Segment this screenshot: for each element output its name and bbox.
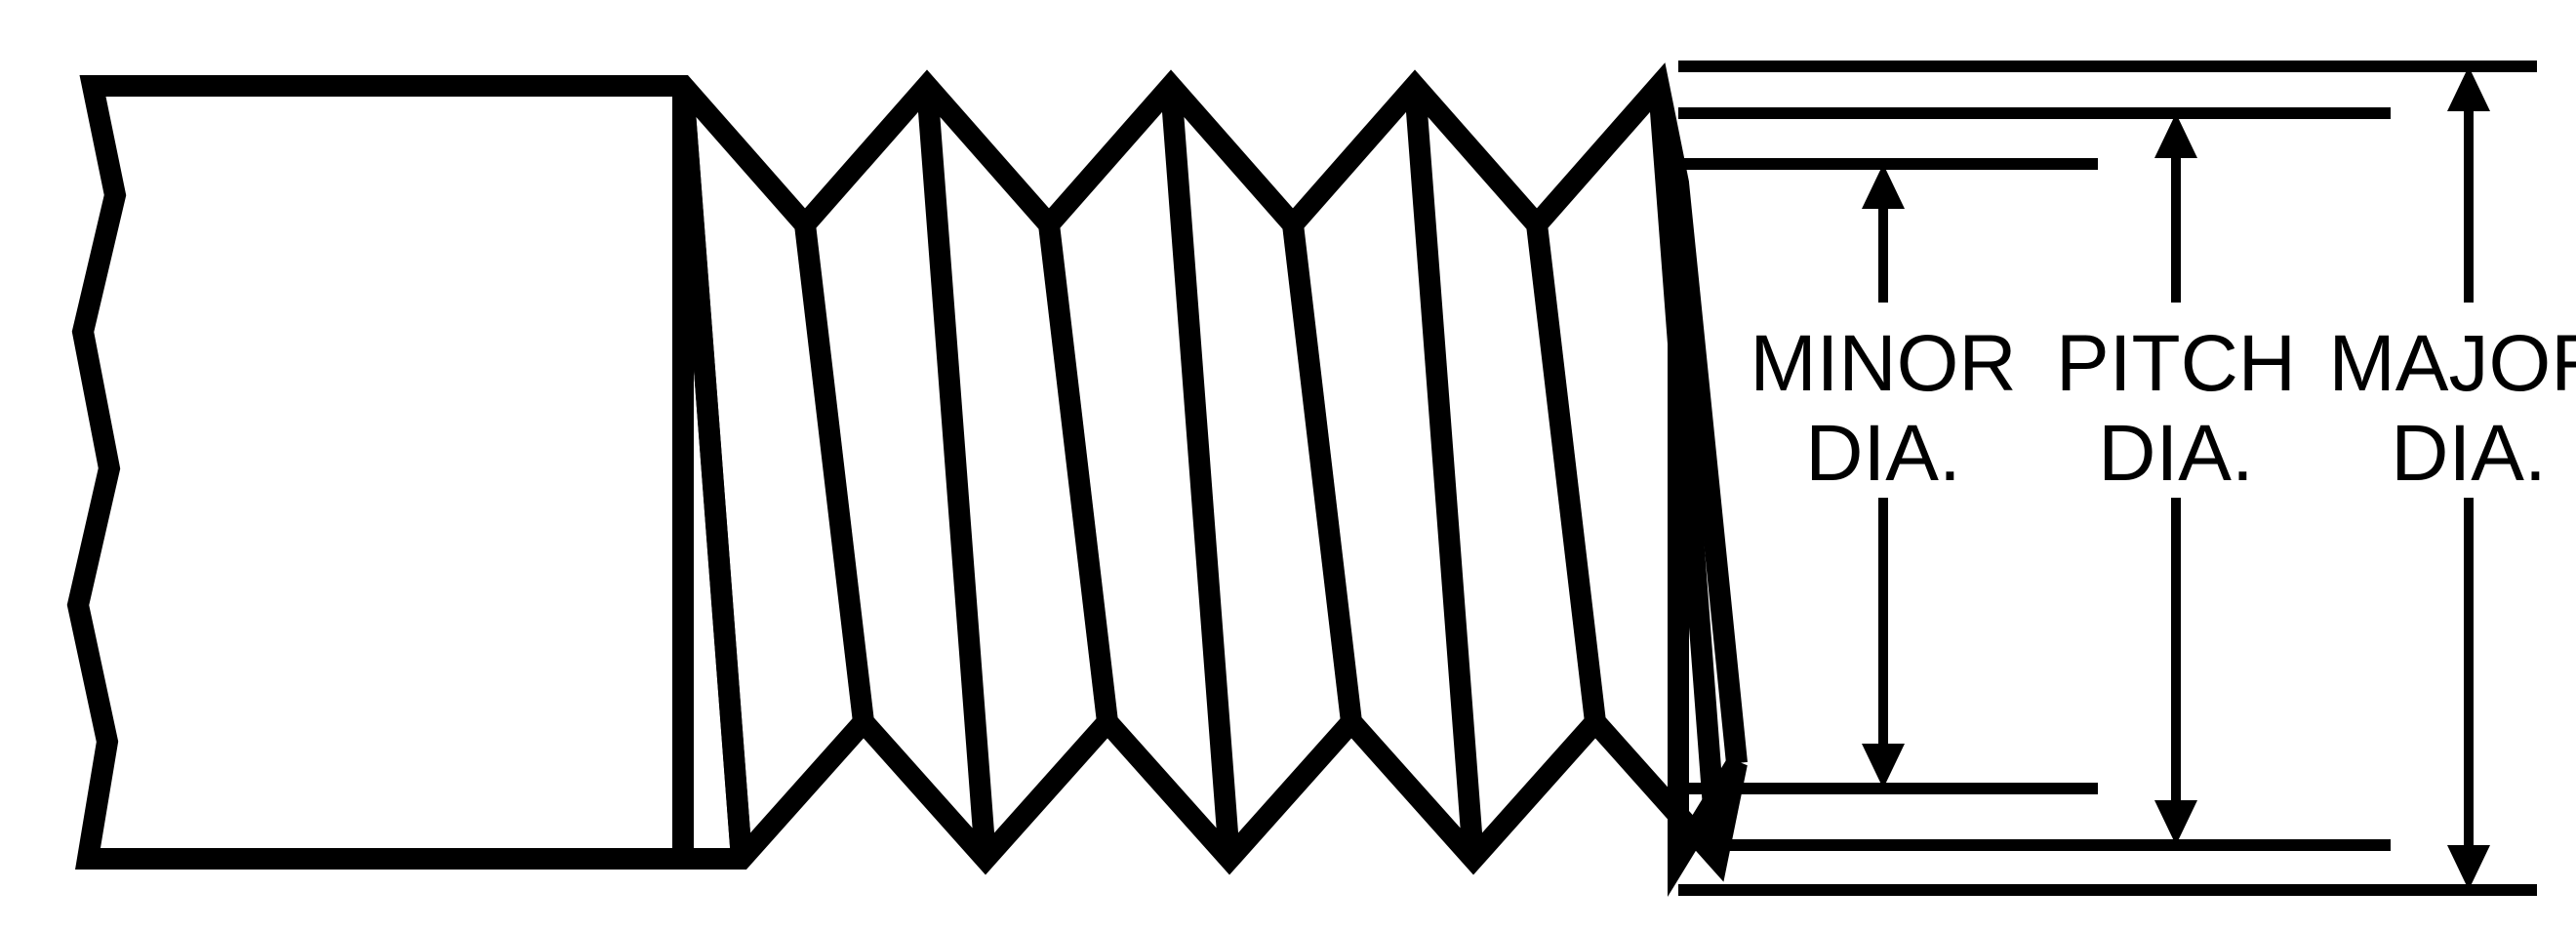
pitch-dia-dimension-label-2: DIA. (2098, 409, 2253, 498)
major-dia-dimension-label-2: DIA. (2391, 409, 2546, 498)
minor-dia-dimension-label-2: DIA. (1805, 409, 1960, 498)
thread-diameter-diagram: MINORDIA.PITCHDIA.MAJORDIA. (0, 0, 2576, 931)
pitch-dia-dimension-label-1: PITCH (2056, 319, 2296, 408)
minor-dia-dimension-label-1: MINOR (1750, 319, 2016, 408)
major-dia-dimension-label-1: MAJOR (2329, 319, 2576, 408)
